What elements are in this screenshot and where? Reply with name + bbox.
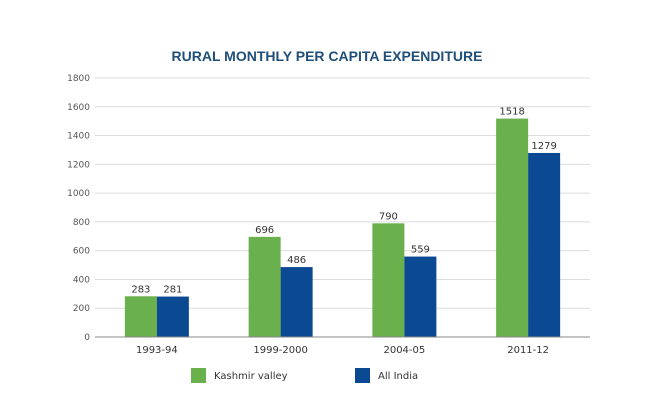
y-tick-label: 1000: [67, 189, 90, 199]
data-label: 696: [255, 225, 274, 236]
y-tick-label: 1200: [67, 160, 90, 170]
y-tick-label: 800: [73, 218, 90, 228]
y-tick-label: 600: [73, 247, 90, 257]
legend-label: All India: [378, 371, 418, 382]
data-label: 486: [287, 255, 306, 266]
y-axis-ticks: 0 200 400 600 800 1000 1200 1400 1600 1800: [67, 74, 90, 343]
legend-swatch: [355, 368, 370, 383]
data-label: 283: [131, 284, 150, 295]
y-tick-label: 200: [73, 304, 90, 314]
data-label: 281: [163, 285, 182, 296]
y-tick-label: 400: [73, 275, 90, 285]
chart-title: RURAL MONTHLY PER CAPITA EXPENDITURE: [172, 48, 483, 64]
legend-swatch: [191, 368, 206, 383]
legend: Kashmir valley All India: [191, 368, 418, 383]
bar-all-india: [156, 296, 189, 337]
data-label: 790: [379, 211, 398, 222]
y-tick-label: 1600: [67, 103, 90, 113]
bar-all-india: [280, 267, 313, 337]
x-axis-categories: 1993-94 1999-2000 2004-05 2011-12: [136, 345, 549, 356]
legend-label: Kashmir valley: [214, 371, 288, 382]
y-tick-label: 1400: [67, 132, 90, 142]
y-tick-label: 1800: [67, 74, 90, 84]
bar-kashmir-valley: [248, 236, 281, 337]
bar-kashmir-valley: [496, 118, 529, 338]
bar-kashmir-valley: [372, 223, 405, 337]
data-labels: 283 281 696 486 790 559 1518 1279: [131, 107, 557, 296]
x-category-label: 1993-94: [136, 345, 178, 356]
data-label: 1518: [499, 107, 524, 118]
x-category-label: 2004-05: [383, 345, 425, 356]
bar-all-india: [404, 256, 437, 337]
data-label: 559: [411, 245, 430, 256]
y-tick-label: 0: [84, 333, 90, 343]
data-label: 1279: [531, 141, 556, 152]
bars: [124, 118, 561, 338]
grid-lines: [95, 77, 590, 309]
bar-kashmir-valley: [124, 296, 157, 337]
x-category-label: 1999-2000: [253, 345, 308, 356]
x-category-label: 2011-12: [507, 345, 549, 356]
bar-all-india: [528, 152, 561, 337]
